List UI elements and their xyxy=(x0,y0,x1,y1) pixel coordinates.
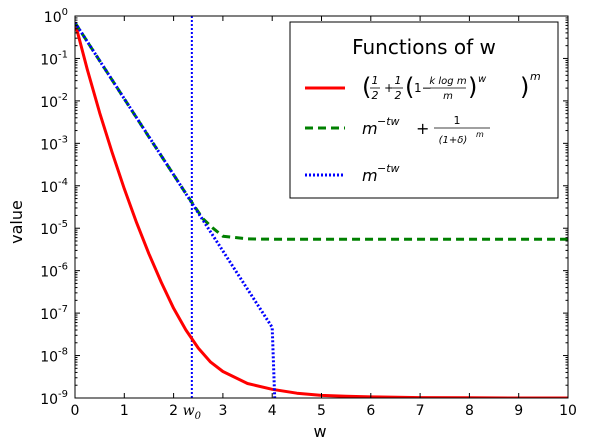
y-tick-label: 10-9 xyxy=(40,389,68,408)
axes: 0 1 2 3 4 5 6 7 8 9 10 100 10-1 10-2 10-3 10-4 10-5 10-6 1… xyxy=(40,7,577,422)
w0-tick-label: w0 xyxy=(183,403,202,422)
green-plus: + xyxy=(416,119,429,138)
legend-item-red: ( 1 2 + 1 2 ( 1− k log m m ) w ) m xyxy=(305,70,541,102)
svg-text:(: ( xyxy=(362,73,371,101)
y-tick-label: 100 xyxy=(44,7,68,26)
y-axis-label: value xyxy=(7,200,26,244)
legend-title: Functions of w xyxy=(352,35,496,59)
x-tick-label: 10 xyxy=(559,403,577,419)
red-half-den-2: 2 xyxy=(395,89,402,102)
x-tick-label: 6 xyxy=(366,403,375,419)
red-half-num-2: 1 xyxy=(395,74,402,87)
series-line-red xyxy=(75,22,568,398)
red-half-den-1: 2 xyxy=(372,89,379,102)
legend: Functions of w ( 1 2 + 1 2 ( 1− k log m … xyxy=(289,21,559,199)
svg-text:): ) xyxy=(468,73,477,101)
y-tick-label: 10-3 xyxy=(40,134,68,153)
x-tick-label: 5 xyxy=(317,403,326,419)
y-tick-label: 10-5 xyxy=(40,219,68,238)
legend-label-green: m −tw + 1 (1+δ) m xyxy=(362,114,490,146)
y-tick-label: 10-1 xyxy=(40,49,68,68)
y-tick-label: 10-2 xyxy=(40,92,68,111)
x-tick-label: 9 xyxy=(514,403,523,419)
green-den: (1+δ) xyxy=(439,135,468,146)
x-tick-label: 2 xyxy=(169,403,178,419)
blue-base: m xyxy=(362,166,378,185)
x-tick-label: 0 xyxy=(71,403,80,419)
red-frac-num: k log m xyxy=(429,76,466,87)
x-tick-label: 7 xyxy=(416,403,425,419)
x-tick-label: 8 xyxy=(465,403,474,419)
red-half-num-1: 1 xyxy=(372,74,379,87)
svg-text:(: ( xyxy=(405,73,414,101)
red-exp-m: m xyxy=(530,70,541,83)
x-tick-label: 3 xyxy=(218,403,227,419)
y-tick-label: 10-4 xyxy=(40,177,68,196)
green-num: 1 xyxy=(454,114,461,127)
green-base: m xyxy=(362,119,378,138)
x-axis-label: w xyxy=(313,422,326,441)
legend-label-red: ( 1 2 + 1 2 ( 1− k log m m ) w ) m xyxy=(362,70,541,102)
series-line-blue xyxy=(75,21,277,398)
x-tick-label: 1 xyxy=(120,403,129,419)
x-tick-label: 4 xyxy=(268,403,277,419)
legend-item-blue: m −tw xyxy=(305,162,400,185)
red-exp-w: w xyxy=(478,74,487,85)
plot-area xyxy=(75,16,568,398)
svg-text:1−: 1− xyxy=(414,81,432,95)
legend-box xyxy=(289,21,559,199)
red-frac-den: m xyxy=(443,91,453,102)
legend-label-blue: m −tw xyxy=(362,162,400,185)
green-exp: −tw xyxy=(377,115,400,128)
blue-exp: −tw xyxy=(377,162,400,175)
series-line-green xyxy=(75,21,568,241)
y-tick-label: 10-7 xyxy=(40,304,68,323)
legend-item-green: m −tw + 1 (1+δ) m xyxy=(305,114,490,146)
svg-text:): ) xyxy=(520,73,529,101)
y-tick-label: 10-6 xyxy=(40,262,68,281)
svg-text:+: + xyxy=(384,81,394,95)
y-tick-label: 10-8 xyxy=(40,347,68,366)
green-den-exp: m xyxy=(476,130,484,139)
